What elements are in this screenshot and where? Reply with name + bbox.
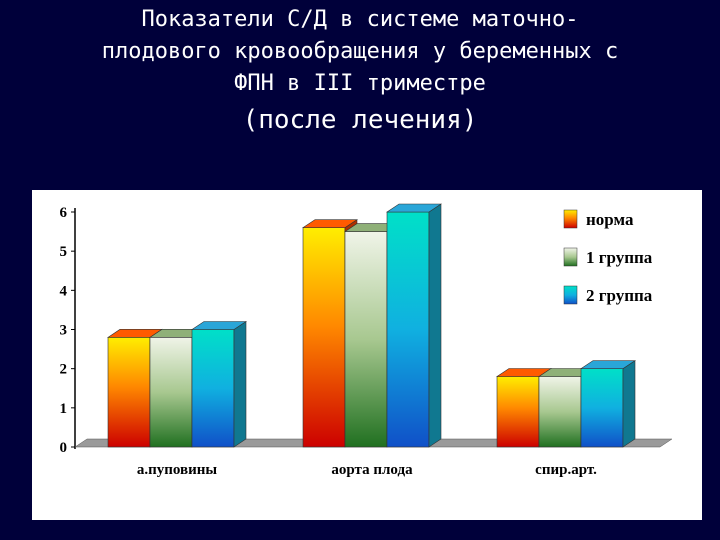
y-tick-label: 4: [60, 283, 68, 299]
title-line-2: плодового кровообращения у беременных с: [101, 39, 619, 64]
legend-swatch: [563, 285, 578, 305]
bar-front: [496, 376, 540, 448]
legend-item: норма: [563, 209, 634, 229]
title-line-4: (после лечения): [242, 105, 478, 135]
bar-front: [149, 337, 193, 448]
chart-title: Показатели С/Д в системе маточно- плодов…: [0, 4, 720, 140]
legend-swatch: [563, 247, 578, 267]
y-tick-label: 2: [60, 362, 68, 378]
y-tick-label: 5: [60, 244, 68, 260]
title-line-3: ФПН в III триместре: [234, 71, 486, 96]
bar-top: [191, 321, 247, 330]
legend-swatch: [563, 209, 578, 229]
category-label: аорта плода: [331, 462, 413, 478]
bar-top: [302, 219, 358, 228]
legend-label: 2 группа: [586, 286, 653, 305]
bar-side: [622, 360, 636, 448]
legend-label: норма: [586, 210, 634, 229]
bar-front: [344, 231, 388, 448]
bar-front: [386, 211, 430, 448]
title-line-1: Показатели С/Д в системе маточно-: [141, 7, 579, 32]
category-label: спир.арт.: [535, 462, 597, 478]
bar-front: [538, 376, 582, 448]
bar-2 группа-аорта плода: [386, 203, 442, 448]
bar-front: [302, 227, 346, 448]
bar-front: [107, 337, 151, 448]
category-label: а.пуповины: [137, 462, 218, 478]
y-tick-label: 6: [60, 205, 68, 221]
bar-front: [580, 368, 624, 448]
y-tick-label: 1: [60, 401, 68, 417]
legend-item: 2 группа: [563, 285, 653, 305]
bar-2 группа-а.пуповины: [191, 320, 247, 448]
legend-item: 1 группа: [563, 247, 653, 267]
bar-side: [233, 320, 247, 448]
bar-top: [386, 203, 442, 213]
bar-2 группа-спир.арт.: [580, 360, 636, 448]
bar-top: [580, 360, 636, 369]
y-tick-label: 3: [60, 323, 68, 339]
bar-front: [191, 329, 235, 448]
bar-side: [428, 203, 442, 448]
y-tick-label: 0: [60, 440, 68, 456]
legend-label: 1 группа: [586, 248, 653, 267]
